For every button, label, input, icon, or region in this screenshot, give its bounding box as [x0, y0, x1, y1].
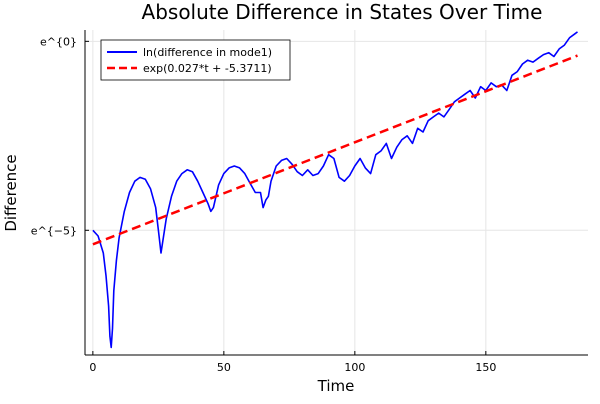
x-tick-label: 0: [89, 361, 96, 374]
legend-label-series-1: ln(difference in mode1): [143, 46, 272, 59]
legend-label-series-2: exp(0.027*t + -5.3711): [143, 62, 272, 75]
x-tick-label: 50: [217, 361, 231, 374]
x-tick-label: 100: [344, 361, 365, 374]
series-line-1: [92, 31, 578, 349]
y-tick-label: e^{0}: [40, 35, 77, 48]
y-tick-label: e^{−5}: [31, 224, 77, 237]
axes: [84, 30, 588, 356]
x-axis-label: Time: [317, 377, 355, 395]
legend-box: [100, 39, 291, 81]
y-axis-label: Difference: [2, 154, 20, 231]
ticks: 0 50 100 150 e^{0} e^{−5}: [31, 35, 497, 374]
chart-title: Absolute Difference in States Over Time: [142, 0, 543, 24]
series-layer: [92, 31, 578, 349]
series-line-2: [92, 54, 578, 246]
x-tick-label: 150: [475, 361, 496, 374]
legend: ln(difference in mode1) exp(0.027*t + -5…: [100, 39, 291, 81]
